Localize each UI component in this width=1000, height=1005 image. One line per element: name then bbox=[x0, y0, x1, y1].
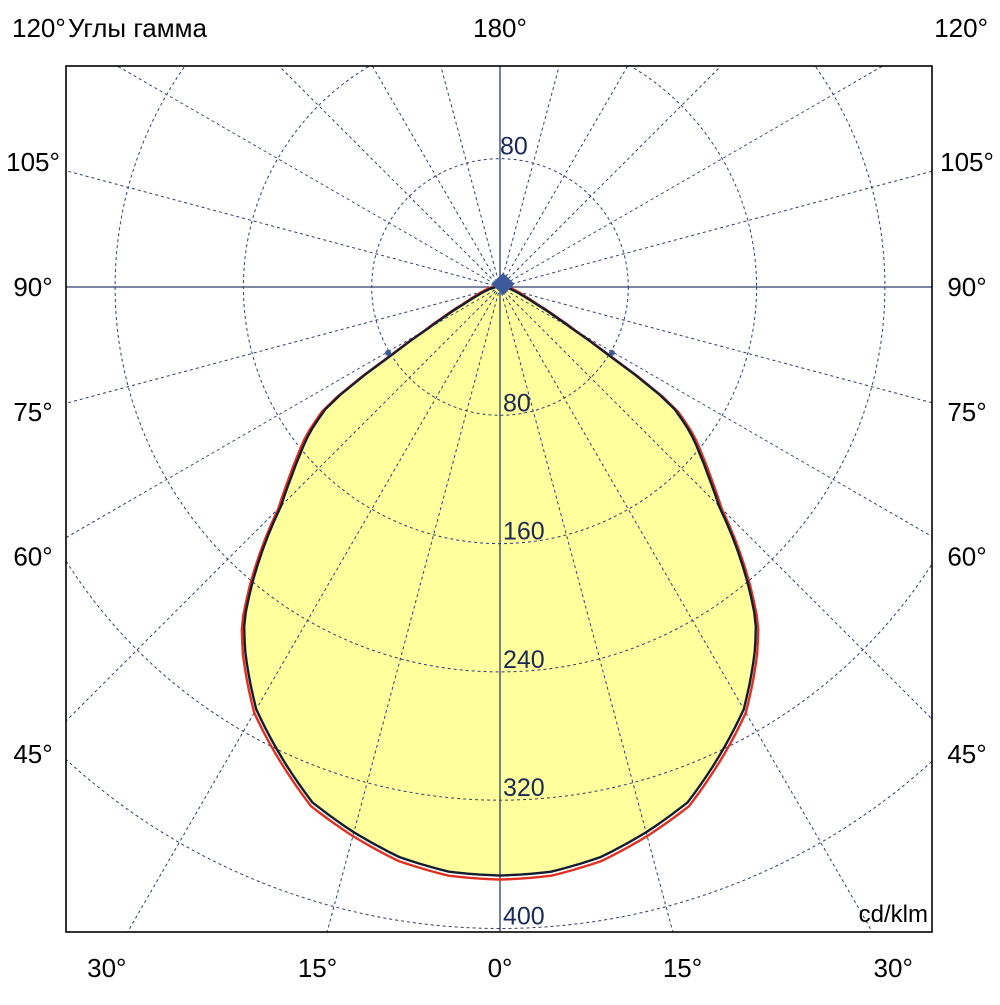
ring-value-label: 160 bbox=[503, 518, 545, 546]
gamma-label-bottom: 0° bbox=[488, 953, 513, 983]
radial-line bbox=[66, 286, 501, 722]
curve-marker-dot bbox=[608, 349, 615, 356]
radial-line bbox=[499, 66, 560, 288]
corner-angle-label-right: 120° bbox=[934, 13, 988, 43]
radial-line bbox=[499, 170, 932, 288]
gamma-label-bottom: 15° bbox=[663, 953, 702, 983]
gamma-label-right: 105° bbox=[940, 147, 994, 177]
radial-line bbox=[499, 66, 884, 288]
radial-line bbox=[66, 170, 501, 288]
gamma-label-left: 75° bbox=[13, 397, 52, 427]
gamma-label-right: 60° bbox=[947, 542, 986, 572]
radial-line bbox=[127, 286, 501, 932]
gamma-label-right: 90° bbox=[947, 272, 986, 302]
radial-line bbox=[116, 66, 501, 288]
ring-value-label: 320 bbox=[503, 774, 545, 802]
ring-value-label-top: 80 bbox=[500, 133, 528, 161]
radial-line bbox=[66, 286, 501, 404]
corner-angle-label-left: 120° bbox=[12, 13, 66, 43]
center-diamond-marker bbox=[491, 273, 515, 295]
radial-line bbox=[371, 66, 501, 288]
gamma-label-left: 90° bbox=[13, 272, 52, 302]
unit-label: cd/klm bbox=[859, 901, 928, 928]
radial-line bbox=[66, 286, 501, 539]
intensity-curve-c90-270 bbox=[242, 285, 758, 877]
chart-title: Углы гамма bbox=[68, 13, 207, 43]
gamma-label-bottom: 15° bbox=[298, 953, 337, 983]
ring-value-label: 80 bbox=[503, 389, 531, 417]
radial-line bbox=[326, 286, 501, 932]
ring-value-label: 400 bbox=[503, 902, 545, 930]
plot-frame bbox=[65, 65, 933, 933]
radial-line bbox=[499, 286, 674, 932]
gamma-label-left: 45° bbox=[13, 739, 52, 769]
radial-line bbox=[499, 286, 873, 932]
gamma-label-right: 75° bbox=[947, 397, 986, 427]
radial-line bbox=[278, 66, 501, 288]
gamma-label-left: 105° bbox=[6, 147, 60, 177]
curve-marker-dot bbox=[385, 349, 392, 356]
ring-value-label: 240 bbox=[503, 646, 545, 674]
gamma-label-right: 45° bbox=[947, 739, 986, 769]
gamma-label-bottom: 30° bbox=[874, 953, 913, 983]
top-angle-label: 180° bbox=[473, 13, 527, 43]
radial-line bbox=[499, 66, 629, 288]
radial-line bbox=[440, 66, 501, 288]
gamma-label-left: 60° bbox=[13, 542, 52, 572]
radial-line bbox=[499, 286, 932, 404]
radial-line bbox=[499, 286, 932, 537]
radial-line bbox=[499, 286, 932, 720]
radial-line bbox=[499, 66, 722, 288]
gamma-label-bottom: 30° bbox=[87, 953, 126, 983]
